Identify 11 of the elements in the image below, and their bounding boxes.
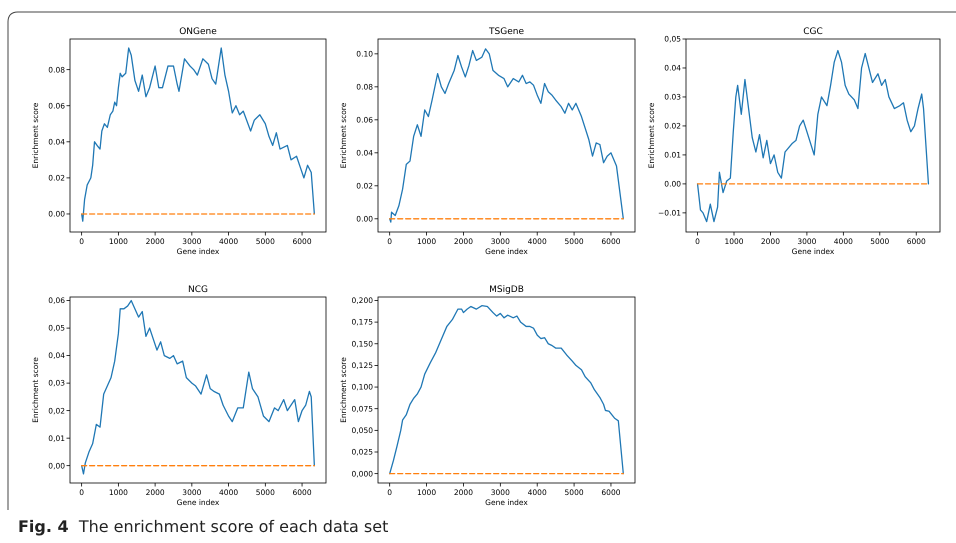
chart-title: CGC (803, 27, 823, 37)
chart-title: TSGene (488, 27, 524, 37)
line-series (389, 48, 624, 223)
line-series (696, 50, 930, 222)
caption: Fig. 4 The enrichment score of each data set (18, 517, 388, 536)
line-series (80, 300, 316, 475)
line-series (80, 47, 316, 222)
line-series (389, 305, 624, 474)
chart-title: ONGene (179, 27, 218, 37)
chart-title: NCG (188, 285, 208, 295)
chart-title: MSigDB (489, 285, 524, 295)
